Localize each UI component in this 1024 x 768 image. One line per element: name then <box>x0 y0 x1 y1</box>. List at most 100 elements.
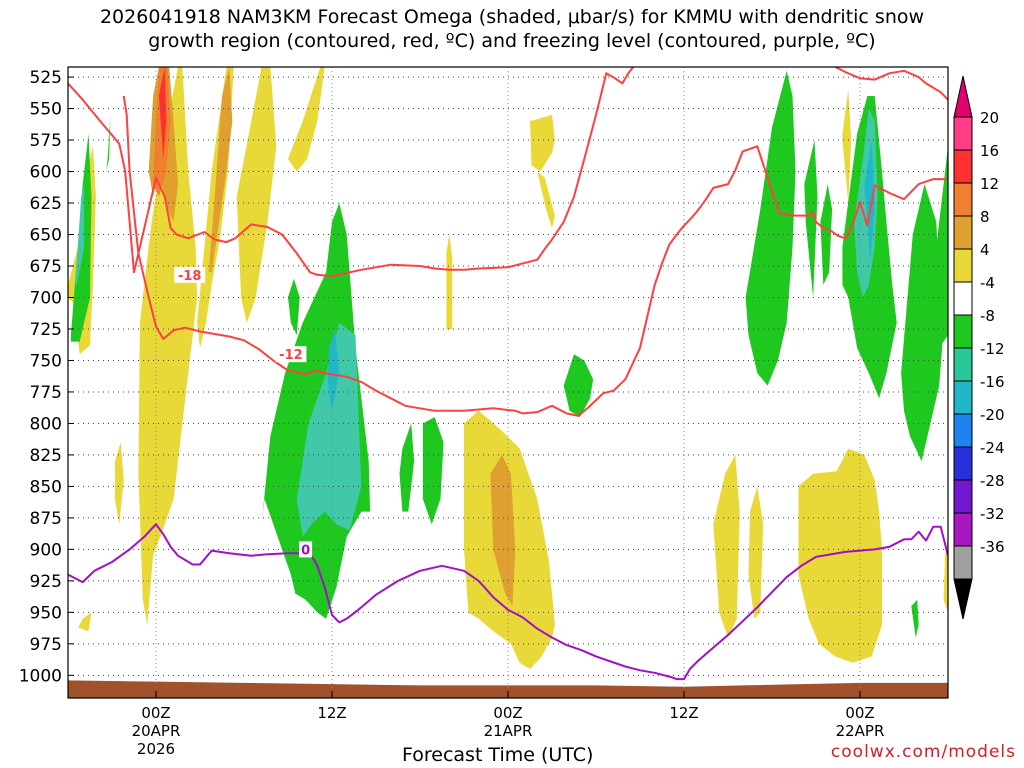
colorbar-label-13: -36 <box>980 538 1005 556</box>
omega-region-30 <box>804 140 818 298</box>
y-tick-label-575: 575 <box>30 131 62 151</box>
omega-region-35 <box>864 140 875 260</box>
omega-region-38 <box>943 536 948 613</box>
omega-region-12 <box>236 67 277 323</box>
dendritic-minus12-label-bg <box>275 346 307 363</box>
colorbar-bottom-arrow <box>953 578 973 620</box>
ground-layer <box>68 680 948 698</box>
colorbar-segment-9 <box>953 413 973 448</box>
y-tick-label-1000: 1000 <box>19 666 62 686</box>
omega-region-19 <box>422 417 444 525</box>
contour-lines <box>68 67 948 681</box>
freezing-level-0-label-bg <box>299 541 313 558</box>
y-tick-label-825: 825 <box>30 446 62 466</box>
colorbar-label-6: -8 <box>980 307 995 325</box>
omega-region-3 <box>106 114 111 172</box>
colorbar-segment-5 <box>953 281 973 316</box>
grid-lines <box>68 67 948 698</box>
omega-region-29 <box>745 70 796 386</box>
x-tick-label-24-0: 00Z <box>493 704 522 722</box>
colorbar-label-0: 20 <box>980 109 999 127</box>
omega-region-28 <box>798 448 882 663</box>
colorbar-segment-11 <box>953 479 973 514</box>
colorbar-segment-10 <box>953 446 973 481</box>
title-line-1: 2026041918 NAM3KM Forecast Omega (shaded… <box>99 6 925 28</box>
y-tick-label-775: 775 <box>30 383 62 403</box>
omega-region-26 <box>713 454 740 638</box>
omega-region-22 <box>490 454 516 607</box>
colorbar-segment-3 <box>953 215 973 250</box>
omega-region-36 <box>901 184 943 462</box>
omega-region-20 <box>446 234 453 329</box>
colorbar-label-5: -4 <box>980 274 995 292</box>
y-tick-label-750: 750 <box>30 351 62 371</box>
y-tick-label-875: 875 <box>30 509 62 529</box>
x-tick-label-0-0: 00Z <box>141 704 170 722</box>
colorbar-label-1: 16 <box>980 142 999 160</box>
dendritic-minus12-label: -12 <box>279 348 303 363</box>
colorbar-segment-2 <box>953 182 973 217</box>
dendritic-minus18-label: -18 <box>178 269 202 284</box>
y-tick-label-725: 725 <box>30 320 62 340</box>
omega-region-5 <box>78 612 92 632</box>
x-tick-label-0-2: 2026 <box>137 740 175 758</box>
omega-region-11 <box>208 67 233 273</box>
y-tick-label-625: 625 <box>30 194 62 214</box>
title-line-2: growth region (contoured, red, ºC) and f… <box>148 30 876 52</box>
colorbar-label-3: 8 <box>980 208 990 226</box>
omega-region-24 <box>537 171 555 229</box>
colorbar-segment-0 <box>953 116 973 151</box>
omega-region-27 <box>748 486 764 619</box>
x-tick-label-36-0: 12Z <box>669 704 698 722</box>
colorbar-label-9: -20 <box>980 406 1005 424</box>
dendritic-minus12-line <box>122 95 948 417</box>
y-tick-label-600: 600 <box>30 163 62 183</box>
colorbar-label-2: 12 <box>980 175 999 193</box>
credit-text: coolwx.com/models <box>830 742 1016 762</box>
omega-region-18 <box>399 423 415 512</box>
colorbar-segment-4 <box>953 248 973 283</box>
colorbar-segment-13 <box>953 545 973 580</box>
freezing-level-0-label: 0 <box>301 543 310 558</box>
omega-region-6 <box>138 67 198 625</box>
y-tick-label-800: 800 <box>30 414 62 434</box>
colorbar-label-4: 4 <box>980 241 990 259</box>
colorbar-top-arrow <box>953 75 973 118</box>
y-tick-label-975: 975 <box>30 635 62 655</box>
y-tick-label-850: 850 <box>30 477 62 497</box>
colorbar-label-11: -28 <box>980 472 1005 490</box>
ground-fill <box>68 680 948 698</box>
omega-region-2 <box>75 184 85 285</box>
colorbar-label-12: -32 <box>980 505 1005 523</box>
y-tick-label-925: 925 <box>30 572 62 592</box>
dendritic-minus18-label-bg <box>174 266 206 283</box>
omega-region-32 <box>842 89 852 203</box>
y-tick-label-700: 700 <box>30 288 62 308</box>
x-tick-label-12-0: 12Z <box>317 704 346 722</box>
omega-region-23 <box>530 114 555 172</box>
colorbar-segment-1 <box>953 149 973 184</box>
y-tick-label-950: 950 <box>30 603 62 623</box>
x-tick-label-48-0: 00Z <box>845 704 874 722</box>
dendritic-minus18-line <box>68 67 948 278</box>
colorbar-label-8: -16 <box>980 373 1005 391</box>
omega-region-13 <box>288 67 325 172</box>
y-tick-label-650: 650 <box>30 226 62 246</box>
omega-region-31 <box>820 184 833 285</box>
y-tick-label-675: 675 <box>30 257 62 277</box>
colorbar-label-10: -24 <box>980 439 1005 457</box>
colorbar: 20 16 12 8 4 -4 -8 -12 -16 -20 -24 -28 -32 -36 <box>953 75 1005 620</box>
omega-region-25 <box>563 354 594 418</box>
y-axis: 525 550 575 600 625 650 675 700 725 750 775 800 825 8… <box>19 68 74 686</box>
colorbar-segment-8 <box>953 380 973 415</box>
colorbar-segment-7 <box>953 347 973 382</box>
x-tick-label-24-1: 21APR <box>484 722 533 740</box>
y-tick-label-550: 550 <box>30 100 62 120</box>
omega-region-15 <box>288 278 300 336</box>
omega-region-4 <box>114 442 124 525</box>
omega-region-9 <box>158 67 167 159</box>
omega-region-17 <box>327 329 340 411</box>
x-tick-label-0-1: 20APR <box>132 722 181 740</box>
y-tick-label-900: 900 <box>30 540 62 560</box>
